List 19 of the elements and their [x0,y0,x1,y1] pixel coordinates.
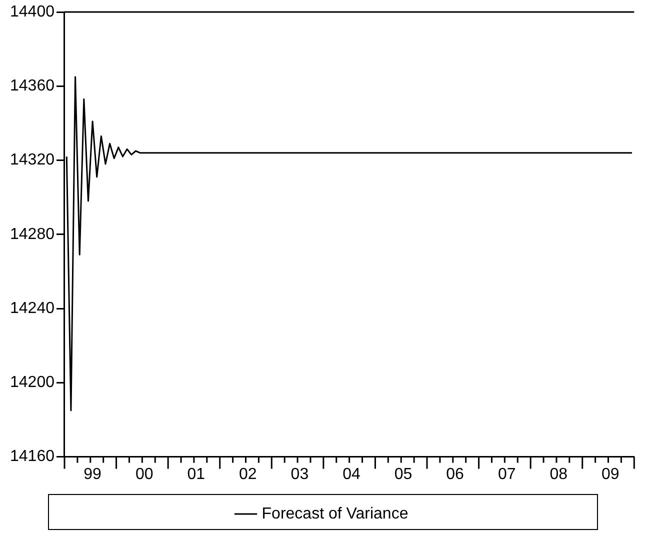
x-tick-label: 08 [550,466,568,483]
y-tick-label: 14320 [10,152,55,169]
x-tick-label: 00 [135,466,154,483]
y-tick-label: 14160 [10,448,55,466]
x-tick-label: 05 [394,466,412,483]
x-tick-label: 06 [446,466,464,483]
y-tick-label: 14280 [10,226,55,243]
x-tick-label: 03 [290,466,309,483]
x-tick-label: 09 [602,466,620,483]
legend-label: Forecast of Variance [262,505,408,522]
y-tick-label: 14200 [10,374,55,392]
x-tick-label: 99 [84,466,102,483]
y-tick-label: 14360 [10,78,55,95]
x-tick-label: 07 [498,466,516,483]
y-tick-label: 14240 [10,300,55,317]
x-tick-label: 04 [342,466,360,483]
x-tick-label: 02 [239,466,257,483]
y-tick-label: 14400 [10,3,55,20]
x-tick-label: 01 [187,466,206,483]
